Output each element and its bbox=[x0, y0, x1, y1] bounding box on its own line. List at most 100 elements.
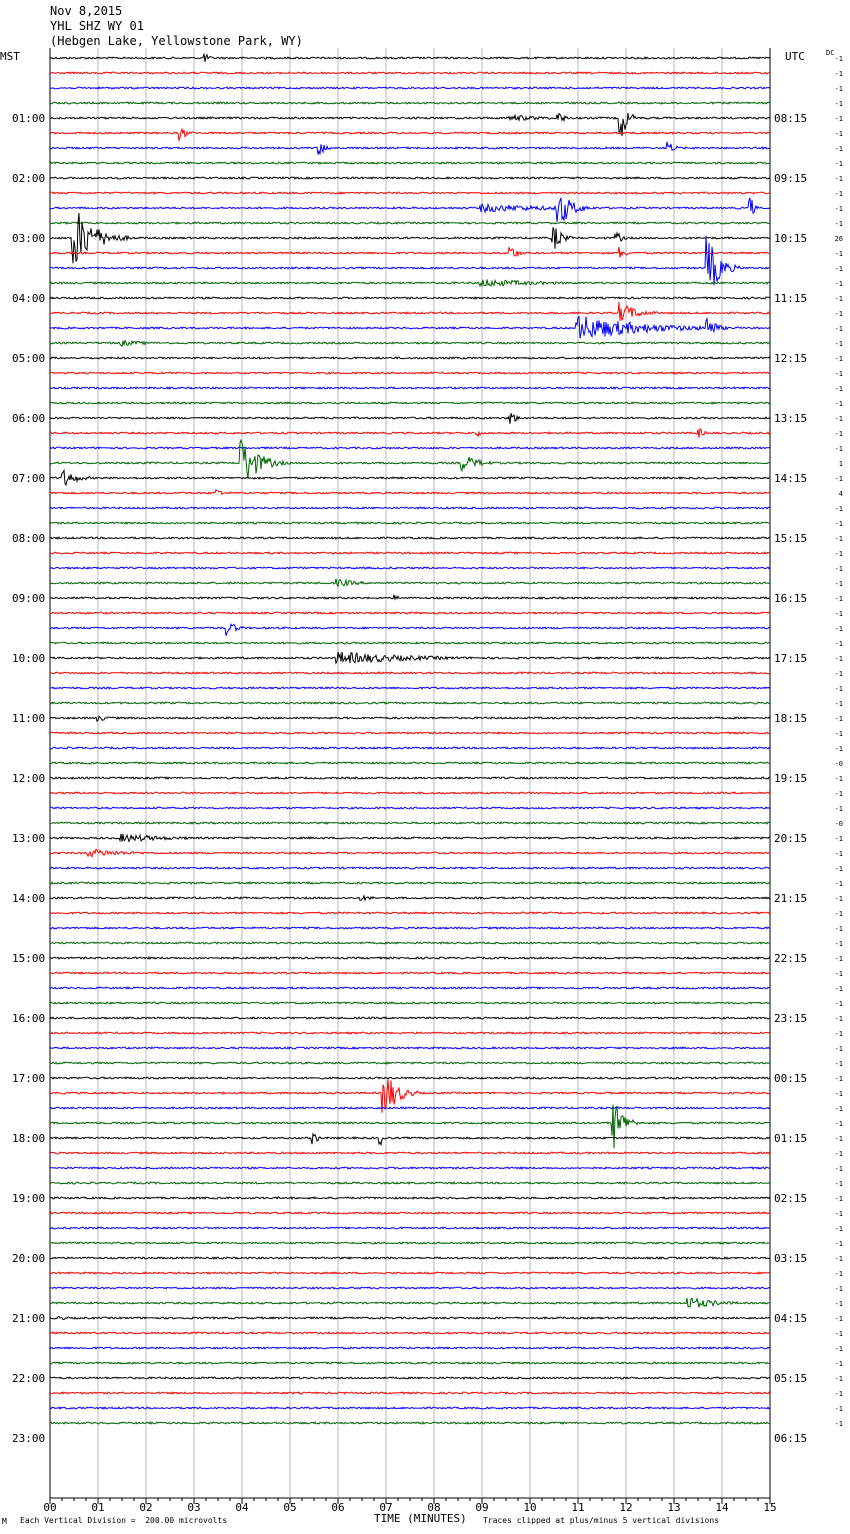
seismic-trace bbox=[49, 315, 771, 339]
dc-offset-value: -1 bbox=[835, 790, 843, 798]
seismic-trace bbox=[49, 506, 771, 510]
dc-offset-value: -1 bbox=[835, 280, 843, 288]
utc-hour-label: 12:15 bbox=[774, 352, 807, 365]
dc-offset-value: -1 bbox=[835, 670, 843, 678]
seismic-trace bbox=[49, 1104, 771, 1149]
seismic-trace bbox=[50, 86, 771, 90]
utc-hour-label: 09:15 bbox=[774, 172, 807, 185]
dc-offset-value: -0 bbox=[835, 820, 843, 828]
seismic-trace bbox=[49, 197, 771, 222]
dc-offset-value: -1 bbox=[835, 415, 843, 423]
seismic-trace bbox=[50, 551, 771, 555]
seismic-trace bbox=[49, 446, 771, 450]
seismic-trace bbox=[49, 611, 771, 615]
mst-hour-label: 10:00 bbox=[12, 652, 45, 665]
seismic-trace bbox=[49, 401, 771, 405]
mst-hour-label: 09:00 bbox=[12, 592, 45, 605]
dc-offset-value: -1 bbox=[835, 1255, 843, 1263]
dc-offset-value: -1 bbox=[835, 925, 843, 933]
dc-offset-value: -1 bbox=[835, 1240, 843, 1248]
dc-offset-value: -1 bbox=[835, 1120, 843, 1128]
utc-hour-label: 03:15 bbox=[774, 1252, 807, 1265]
dc-offset-value: -1 bbox=[835, 1195, 843, 1203]
dc-offset-value: -1 bbox=[835, 1225, 843, 1233]
dc-offset-value: -1 bbox=[835, 625, 843, 633]
x-tick-label: 00 bbox=[43, 1501, 56, 1514]
dc-offset-value: -1 bbox=[835, 1315, 843, 1323]
seismic-trace bbox=[49, 296, 771, 300]
seismic-trace bbox=[49, 1196, 771, 1200]
seismic-trace bbox=[49, 1181, 771, 1185]
utc-hour-label: 02:15 bbox=[774, 1192, 807, 1205]
x-axis-title: TIME (MINUTES) bbox=[374, 1512, 467, 1525]
mst-hour-label: 08:00 bbox=[12, 532, 45, 545]
seismic-trace bbox=[49, 1001, 771, 1005]
utc-hour-label: 04:15 bbox=[774, 1312, 807, 1325]
dc-offset-value: -1 bbox=[835, 865, 843, 873]
dc-offset-value: -1 bbox=[835, 310, 843, 318]
seismic-trace bbox=[49, 671, 771, 675]
seismic-trace bbox=[50, 1226, 771, 1230]
utc-hour-label: 18:15 bbox=[774, 712, 807, 725]
dc-offset-value: -1 bbox=[835, 940, 843, 948]
seismic-trace bbox=[49, 1315, 771, 1320]
x-tick-label: 11 bbox=[571, 1501, 584, 1514]
seismic-trace bbox=[49, 71, 771, 75]
seismic-trace bbox=[49, 594, 771, 601]
seismic-trace bbox=[49, 235, 771, 286]
dc-offset-value: -1 bbox=[835, 145, 843, 153]
dc-offset-labels: -1 -1 -1 -1 -1 -1 -1 -1 -1 -1 -1 -1 26 -1 -1 -1 -1 -1 -1 -1… bbox=[835, 55, 843, 1428]
dc-offset-value: -1 bbox=[835, 1345, 843, 1353]
dc-offset-value: -1 bbox=[835, 1075, 843, 1083]
dc-offset-value: -1 bbox=[835, 610, 843, 618]
seismic-trace bbox=[49, 881, 771, 885]
mst-hour-label: 21:00 bbox=[12, 1312, 45, 1325]
x-axis: 00 01 02 03 04 05 06 07 08 09 10 11 12 13 14 15 bbox=[43, 1498, 777, 1514]
seismic-trace bbox=[49, 833, 771, 843]
utc-hour-label: 11:15 bbox=[774, 292, 807, 305]
dc-offset-value: -1 bbox=[835, 100, 843, 108]
dc-offset-value: -1 bbox=[835, 205, 843, 213]
seismic-trace bbox=[49, 428, 771, 438]
utc-hour-label: 05:15 bbox=[774, 1372, 807, 1385]
dc-offset-value: -1 bbox=[835, 1135, 843, 1143]
seismic-trace bbox=[49, 101, 771, 105]
dc-offset-value: -1 bbox=[835, 1375, 843, 1383]
dc-offset-value: -1 bbox=[835, 1270, 843, 1278]
seismic-trace bbox=[49, 221, 771, 225]
dc-offset-value: -1 bbox=[835, 1165, 843, 1173]
x-tick-label: 13 bbox=[667, 1501, 680, 1514]
seismic-trace bbox=[49, 941, 771, 945]
seismic-trace bbox=[49, 1079, 771, 1113]
seismic-trace bbox=[49, 1256, 771, 1260]
seismic-trace bbox=[49, 1241, 770, 1245]
seismic-trace bbox=[49, 746, 771, 750]
utc-hour-label: 00:15 bbox=[774, 1072, 807, 1085]
dc-offset-value: -1 bbox=[835, 130, 843, 138]
seismic-trace bbox=[50, 821, 771, 825]
dc-offset-value: -1 bbox=[835, 1090, 843, 1098]
dc-offset-value: -1 bbox=[835, 1390, 843, 1398]
seismic-trace bbox=[49, 791, 771, 795]
dc-offset-value: -1 bbox=[835, 970, 843, 978]
seismic-trace bbox=[49, 356, 771, 360]
mst-hour-label: 01:00 bbox=[12, 112, 45, 125]
seismic-trace bbox=[49, 245, 771, 258]
dc-offset-value: -1 bbox=[835, 115, 843, 123]
seismic-trace bbox=[49, 1151, 771, 1155]
x-tick-label: 02 bbox=[139, 1501, 152, 1514]
mst-hour-label: 06:00 bbox=[12, 412, 45, 425]
dc-offset-value: -1 bbox=[835, 85, 843, 93]
dc-offset-value: -1 bbox=[835, 1420, 843, 1428]
dc-offset-value: 1 bbox=[839, 460, 843, 468]
seismic-trace bbox=[49, 386, 771, 390]
mst-hour-label: 11:00 bbox=[12, 712, 45, 725]
dc-offset-value: -1 bbox=[835, 70, 843, 78]
seismic-trace bbox=[49, 1046, 771, 1050]
trace-group bbox=[49, 53, 771, 1425]
utc-hour-label: 01:15 bbox=[774, 1132, 807, 1145]
mst-hour-label: 14:00 bbox=[12, 892, 45, 905]
dc-offset-value: -1 bbox=[835, 385, 843, 393]
seismic-trace bbox=[49, 468, 771, 487]
x-tick-label: 12 bbox=[619, 1501, 632, 1514]
